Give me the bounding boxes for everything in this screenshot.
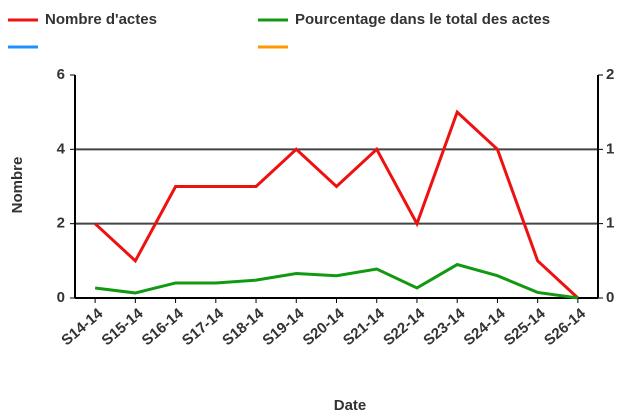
y2-tick-label: 2 bbox=[606, 66, 614, 83]
x-tick-label: S20-14 bbox=[300, 305, 348, 350]
series-line bbox=[94, 109, 579, 300]
y-tick-label: 2 bbox=[57, 215, 65, 232]
y-tick-label: 0 bbox=[57, 289, 65, 306]
y-axis-title: Nombre bbox=[9, 157, 26, 214]
x-tick-label: S23-14 bbox=[420, 305, 468, 350]
x-tick-label: S21-14 bbox=[340, 305, 388, 350]
y-tick-label: 6 bbox=[57, 66, 65, 83]
legend-label: Pourcentage dans le total des actes bbox=[295, 11, 550, 28]
series-line bbox=[94, 262, 579, 300]
y2-tick-label: 1 bbox=[606, 140, 614, 157]
x-tick-label: S14-14 bbox=[58, 305, 106, 350]
x-tick-label: S15-14 bbox=[98, 305, 146, 350]
legend-label: Nombre d'actes bbox=[45, 11, 157, 28]
x-tick-label: S19-14 bbox=[259, 305, 307, 350]
x-tick-label: S17-14 bbox=[179, 305, 227, 350]
x-tick-label: S24-14 bbox=[461, 305, 509, 350]
x-tick-label: S25-14 bbox=[501, 305, 549, 350]
x-axis-title: Date bbox=[334, 397, 367, 414]
y2-tick-label: 0 bbox=[606, 289, 614, 306]
x-tick-label: S26-14 bbox=[541, 305, 589, 350]
y2-tick-label: 1 bbox=[606, 215, 614, 232]
y-tick-label: 4 bbox=[57, 140, 66, 157]
x-tick-label: S16-14 bbox=[139, 305, 187, 350]
x-tick-label: S18-14 bbox=[219, 305, 267, 350]
x-tick-label: S22-14 bbox=[380, 305, 428, 350]
